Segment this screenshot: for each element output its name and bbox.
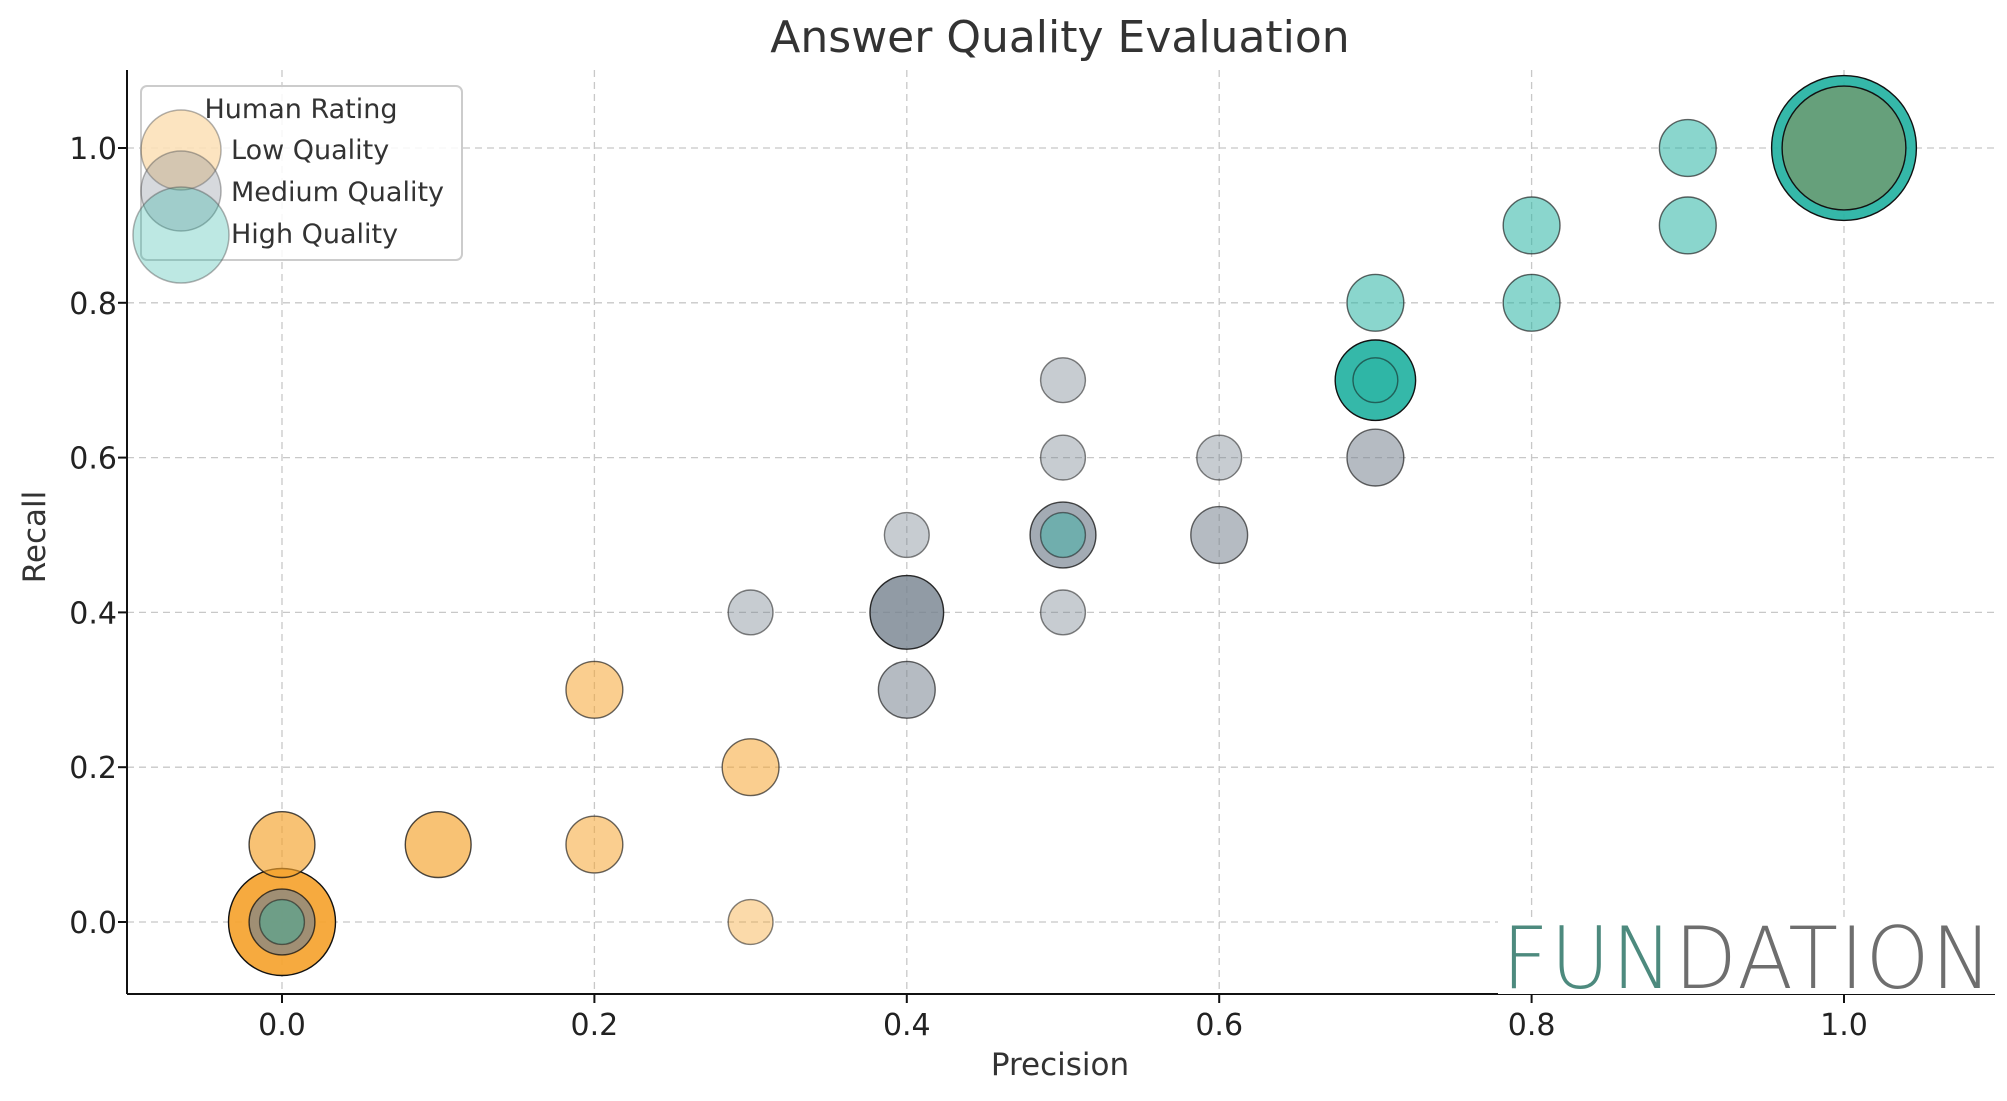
legend-label-high-quality: High Quality bbox=[231, 219, 398, 250]
legend-title: Human Rating bbox=[204, 94, 397, 125]
y-tick-label-1: 0.2 bbox=[69, 751, 117, 786]
legend-marker-high-quality bbox=[132, 186, 230, 284]
point-medium-quality-4 bbox=[877, 660, 936, 719]
fundation-logo: FUNDATION bbox=[1498, 909, 1998, 1009]
logo-text-dation: DATION bbox=[1674, 909, 1994, 1009]
x-tick-label-4: 0.8 bbox=[1508, 1008, 1556, 1043]
y-ticks: 0.0 0.2 0.4 0.6 0.8 1.0 bbox=[69, 132, 127, 941]
legend-label-medium-quality: Medium Quality bbox=[231, 177, 444, 208]
x-tick-label-1: 0.2 bbox=[571, 1008, 619, 1043]
y-axis-label: Recall bbox=[17, 491, 53, 584]
point-medium-quality-0 bbox=[248, 888, 316, 956]
point-overlap-medium-high--0 bbox=[1781, 85, 1907, 211]
logo-backdrop bbox=[1498, 918, 1998, 994]
x-tick-label-5: 1.0 bbox=[1820, 1008, 1868, 1043]
point-medium-quality-9 bbox=[1196, 434, 1243, 481]
point-low-quality-6 bbox=[727, 898, 774, 946]
logo-text: FUNDATION bbox=[1502, 909, 1994, 1009]
y-tick-label-0: 0.0 bbox=[69, 906, 117, 941]
x-axis-label: Precision bbox=[991, 1047, 1129, 1083]
x-tick-label-2: 0.4 bbox=[883, 1008, 931, 1043]
point-low-quality-5 bbox=[721, 738, 780, 797]
x-tick-label-0: 0.0 bbox=[258, 1008, 306, 1043]
point-low-quality-4 bbox=[565, 815, 624, 874]
data-points bbox=[227, 74, 1918, 977]
point-high-quality-2 bbox=[1346, 273, 1405, 332]
x-tick-label-3: 0.6 bbox=[1195, 1008, 1243, 1043]
point-medium-quality-11 bbox=[1346, 428, 1405, 487]
point-high-quality-6 bbox=[1502, 273, 1561, 332]
point-high-quality-5 bbox=[1502, 196, 1561, 255]
legend-marker-medium-quality bbox=[140, 150, 222, 232]
point-low-quality-1 bbox=[248, 810, 316, 879]
point-medium-quality-7 bbox=[1029, 501, 1097, 569]
y-tick-label-3: 0.6 bbox=[69, 442, 117, 477]
y-tick-label-2: 0.4 bbox=[69, 596, 117, 631]
chart-title: Answer Quality Evaluation bbox=[770, 12, 1349, 63]
legend-label-low-quality: Low Quality bbox=[231, 135, 389, 166]
point-high-quality-4 bbox=[1352, 357, 1399, 404]
logo-text-fun: FUN bbox=[1502, 909, 1674, 1009]
point-low-quality-2 bbox=[404, 810, 472, 879]
point-medium-quality-8 bbox=[1039, 589, 1087, 636]
point-medium-quality-5 bbox=[1039, 357, 1087, 404]
point-medium-quality-10 bbox=[1190, 505, 1249, 565]
point-high-quality-0 bbox=[258, 898, 306, 946]
y-tick-label-4: 0.8 bbox=[69, 287, 117, 322]
legend-box bbox=[140, 85, 463, 261]
point-high-quality-7 bbox=[1658, 118, 1717, 178]
point-high-quality-8 bbox=[1658, 196, 1717, 255]
point-high-quality-1 bbox=[1039, 511, 1087, 559]
x-ticks: 0.0 0.2 0.4 0.6 0.8 1.0 bbox=[258, 994, 1868, 1043]
point-high-quality-3 bbox=[1334, 339, 1417, 422]
legend-marker-low-quality bbox=[140, 109, 222, 191]
point-low-quality-3 bbox=[565, 660, 624, 719]
legend: Human Rating Low Quality Medium Quality … bbox=[132, 85, 463, 284]
point-medium-quality-3 bbox=[869, 574, 945, 650]
point-medium-quality-2 bbox=[883, 511, 930, 559]
y-tick-label-5: 1.0 bbox=[69, 132, 117, 167]
point-medium-quality-6 bbox=[1039, 434, 1087, 481]
point-medium-quality-1 bbox=[727, 589, 774, 636]
